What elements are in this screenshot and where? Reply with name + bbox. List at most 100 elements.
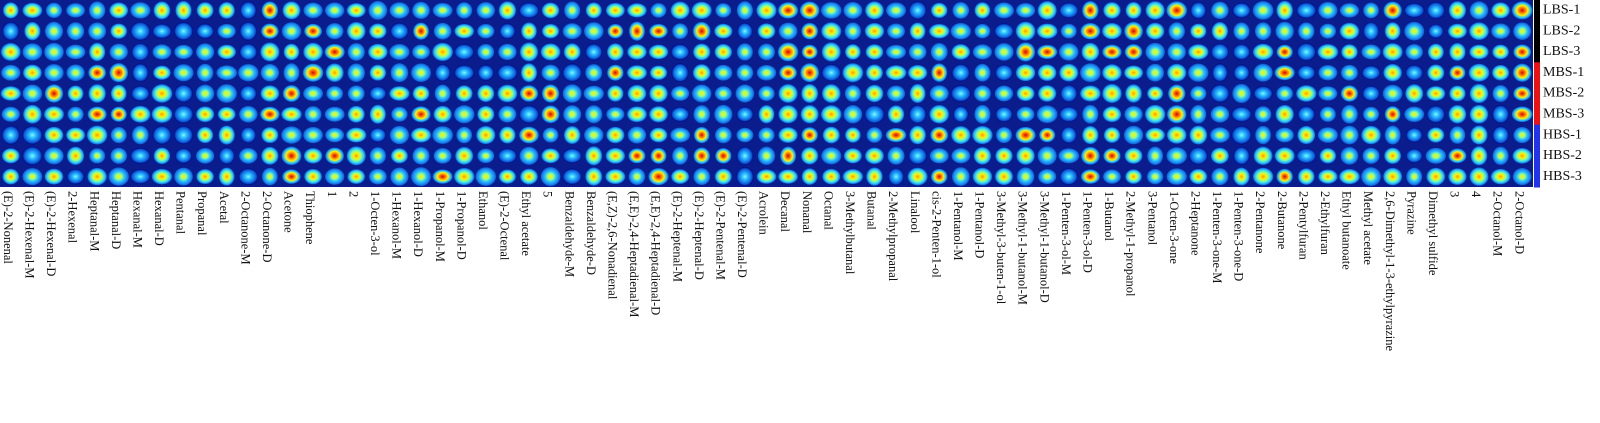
heatmap-cell-61-7 bbox=[1297, 126, 1316, 145]
heatmap-cell-28-9 bbox=[585, 167, 603, 186]
heatmap-cell-56-2 bbox=[1190, 23, 1207, 39]
heatmap-cell-45-2 bbox=[950, 22, 971, 40]
heatmap-cell-36-5 bbox=[758, 85, 775, 102]
heatmap-cell-13-5 bbox=[260, 85, 280, 102]
heatmap-cell-38-2 bbox=[801, 22, 819, 40]
heatmap-cell-26-5 bbox=[541, 84, 560, 103]
heatmap-cell-15-7 bbox=[303, 127, 323, 144]
heatmap-cell-27-8 bbox=[562, 148, 582, 164]
heatmap-cell-18-2 bbox=[369, 23, 387, 39]
heatmap-cell-49-7 bbox=[1039, 127, 1056, 143]
heatmap-cell-51-2 bbox=[1080, 23, 1101, 40]
heatmap-cell-36-4 bbox=[756, 64, 777, 81]
heatmap-cell-7-9 bbox=[130, 169, 151, 184]
heatmap-cell-53-3 bbox=[1124, 44, 1143, 60]
heatmap-cell-12-3 bbox=[239, 43, 258, 61]
heatmap-cell-30-7 bbox=[627, 126, 647, 144]
heatmap-cell-4-2 bbox=[66, 22, 85, 41]
sample-label: MBS-1 bbox=[1543, 65, 1584, 80]
heatmap-cell-17-1 bbox=[346, 3, 366, 18]
compound-label: 2-Pentanone bbox=[1253, 191, 1267, 254]
heatmap-cell-49-1 bbox=[1037, 1, 1057, 20]
heatmap-cell-70-1 bbox=[1491, 2, 1510, 19]
heatmap-cell-57-5 bbox=[1210, 84, 1230, 103]
heatmap-cell-57-8 bbox=[1210, 147, 1229, 164]
heatmap-cell-58-4 bbox=[1233, 64, 1250, 81]
heatmap-cell-54-2 bbox=[1145, 22, 1165, 40]
heatmap-cell-4-8 bbox=[67, 146, 85, 165]
heatmap-cell-45-3 bbox=[951, 44, 971, 60]
compound-label: Pyrazine bbox=[1404, 191, 1418, 235]
compound-label: Acetone bbox=[282, 191, 296, 233]
heatmap-cell-23-7 bbox=[476, 126, 496, 145]
heatmap-cell-1-3 bbox=[0, 43, 21, 61]
compound-label: 1-Octen-3-one bbox=[1167, 191, 1181, 264]
compound-label: 3-Methyl-1-butanol-M bbox=[1016, 191, 1030, 305]
heatmap-cell-19-1 bbox=[389, 2, 410, 19]
heatmap-cell-45-6 bbox=[953, 106, 969, 123]
heatmap-cell-6-8 bbox=[110, 147, 127, 164]
heatmap-cell-51-5 bbox=[1080, 85, 1101, 102]
heatmap-cell-18-4 bbox=[369, 64, 387, 81]
heatmap-cell-10-7 bbox=[197, 126, 214, 144]
heatmap-cell-18-5 bbox=[369, 86, 387, 101]
heatmap-cell-34-1 bbox=[715, 3, 732, 18]
heatmap-cell-69-9 bbox=[1469, 167, 1489, 186]
heatmap-cell-9-4 bbox=[173, 64, 194, 82]
heatmap-cell-51-9 bbox=[1080, 169, 1100, 184]
heatmap-cell-54-3 bbox=[1145, 42, 1165, 62]
heatmap-cell-15-9 bbox=[304, 168, 322, 185]
heatmap-cell-71-4 bbox=[1512, 63, 1532, 82]
heatmap-cell-42-5 bbox=[887, 85, 906, 102]
heatmap-cell-30-5 bbox=[627, 84, 647, 103]
heatmap-cell-5-3 bbox=[89, 42, 106, 62]
heatmap-cell-29-1 bbox=[605, 2, 625, 18]
sample-label: HBS-2 bbox=[1543, 148, 1582, 163]
heatmap-cell-24-5 bbox=[497, 84, 518, 103]
heatmap-cell-65-1 bbox=[1383, 1, 1402, 20]
heatmap-cell-15-6 bbox=[304, 106, 322, 123]
heatmap-cell-6-5 bbox=[110, 84, 127, 103]
heatmap-cell-11-7 bbox=[218, 125, 235, 145]
heatmap-cell-65-8 bbox=[1384, 147, 1402, 164]
compound-label: 1-Penten-3-ol-D bbox=[1080, 191, 1094, 273]
heatmap-cell-69-1 bbox=[1469, 1, 1489, 20]
heatmap-cell-67-4 bbox=[1427, 64, 1445, 81]
heatmap-cell-12-6 bbox=[239, 106, 258, 123]
heatmap-cell-43-7 bbox=[909, 125, 926, 145]
compound-label: (E)-2-Hexenal-M bbox=[23, 191, 37, 278]
sample-label: MBS-3 bbox=[1543, 106, 1584, 121]
heatmap-cell-16-6 bbox=[324, 106, 345, 122]
group-color-bars bbox=[1534, 0, 1540, 188]
heatmap-cell-12-8 bbox=[239, 148, 258, 164]
heatmap-cell-46-8 bbox=[973, 147, 992, 165]
heatmap-cell-38-9 bbox=[801, 168, 818, 185]
heatmap-cell-3-6 bbox=[43, 106, 64, 123]
heatmap-cell-63-3 bbox=[1341, 44, 1358, 60]
heatmap-cell-14-8 bbox=[281, 146, 302, 166]
heatmap-cell-44-7 bbox=[930, 126, 949, 144]
heatmap-cell-67-6 bbox=[1426, 105, 1446, 124]
heatmap-cell-56-5 bbox=[1190, 86, 1207, 101]
heatmap-cell-66-8 bbox=[1405, 148, 1423, 163]
heatmap-cell-19-3 bbox=[389, 44, 410, 60]
heatmap-cell-5-1 bbox=[88, 1, 106, 20]
heatmap-cell-33-6 bbox=[693, 105, 710, 124]
heatmap-cell-20-1 bbox=[412, 1, 430, 19]
group-bar-hbs bbox=[1534, 166, 1540, 188]
compound-label: 2-Hexenal bbox=[66, 191, 80, 244]
heatmap-cell-1-9 bbox=[2, 168, 20, 185]
heatmap-cell-69-5 bbox=[1469, 83, 1489, 104]
heatmap-cell-22-4 bbox=[453, 64, 475, 81]
heatmap-cell-26-7 bbox=[542, 127, 559, 143]
heatmap-cell-38-3 bbox=[801, 44, 818, 60]
heatmap-cell-25-5 bbox=[519, 85, 539, 102]
heatmap-cell-9-7 bbox=[173, 125, 194, 145]
heatmap-cell-26-4 bbox=[541, 64, 560, 81]
heatmap-cell-1-4 bbox=[1, 64, 21, 81]
heatmap-cell-54-8 bbox=[1147, 146, 1164, 165]
heatmap-cell-11-1 bbox=[218, 2, 235, 19]
heatmap-cell-35-6 bbox=[736, 106, 754, 122]
heatmap-cell-33-1 bbox=[691, 1, 712, 19]
heatmap-cell-26-1 bbox=[541, 2, 560, 19]
